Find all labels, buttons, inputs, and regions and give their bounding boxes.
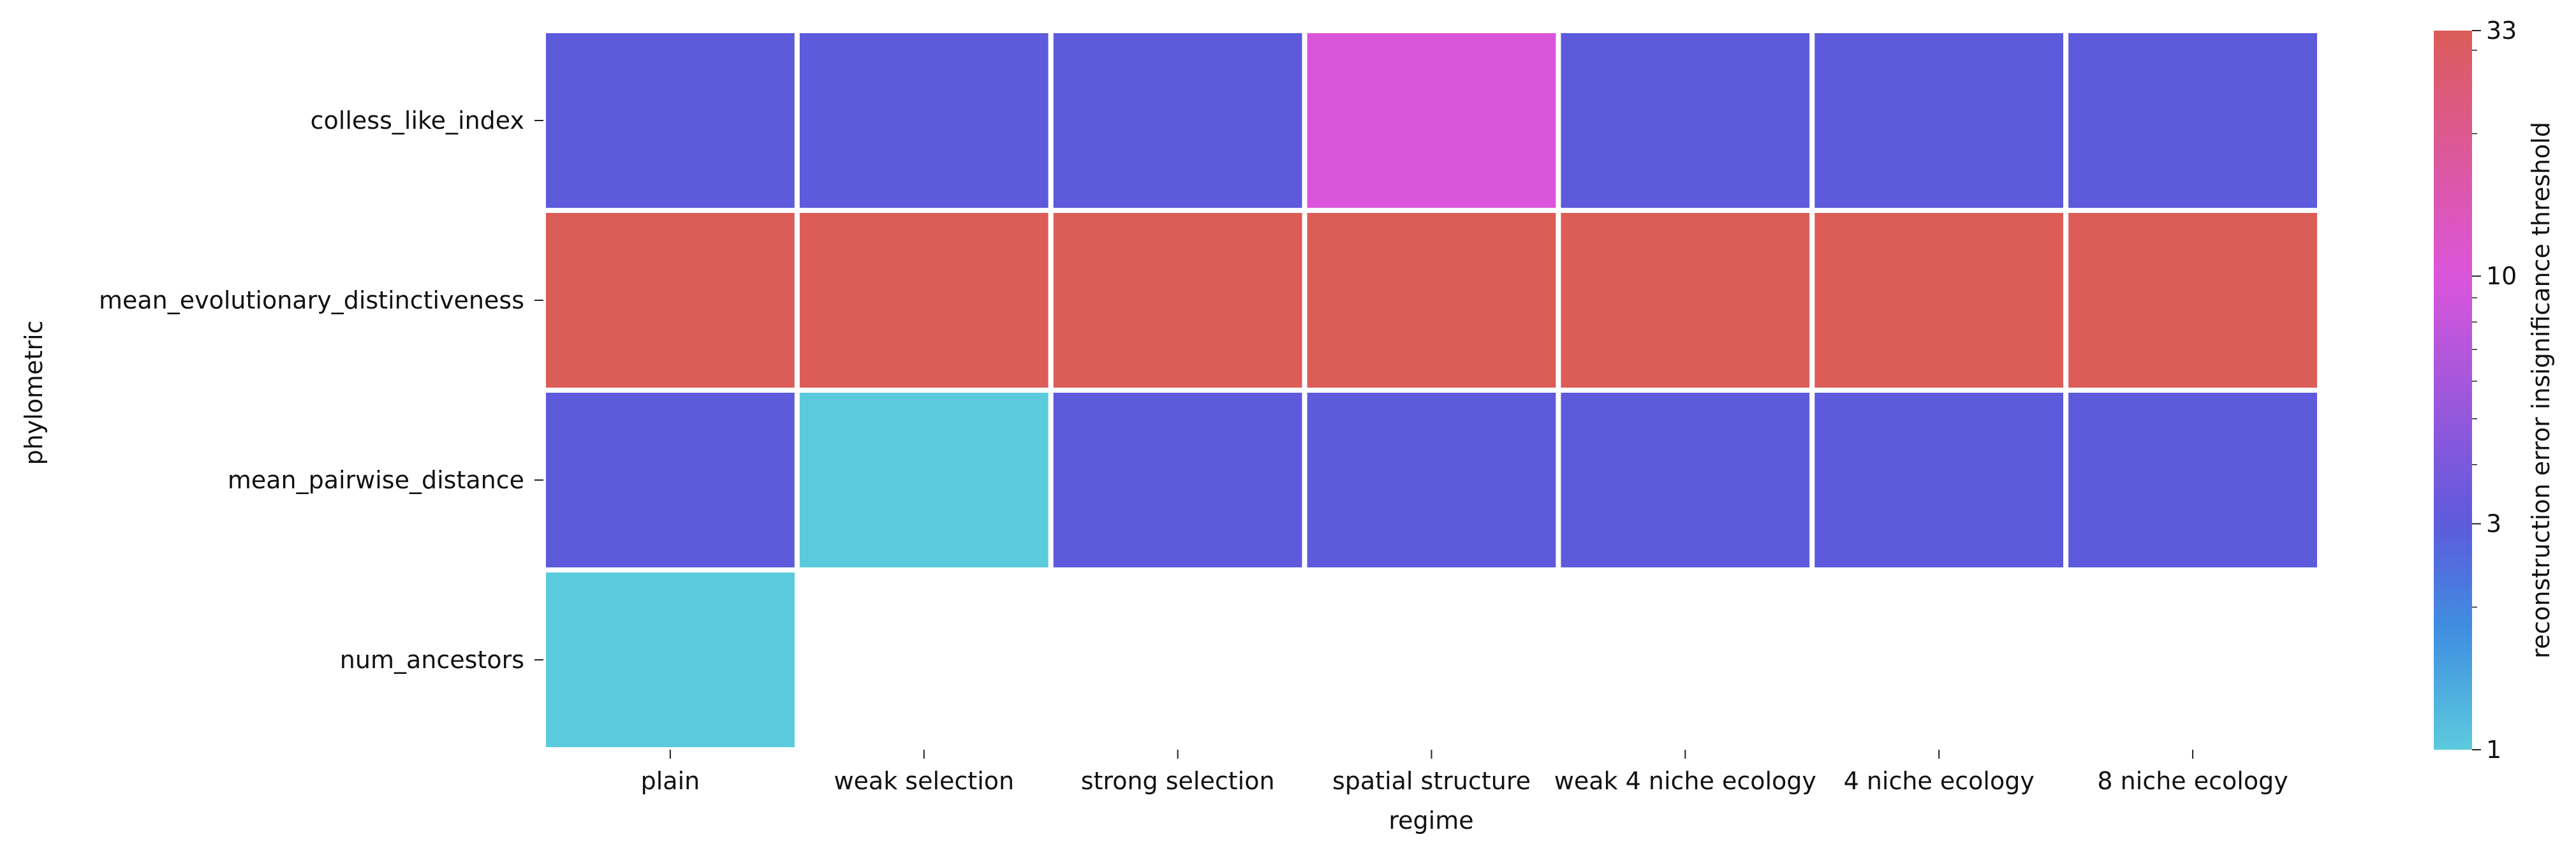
colorbar-tick-label: 1 xyxy=(2486,736,2501,764)
heatmap-cell xyxy=(1556,388,1815,572)
y-tick-label: mean_evolutionary_distinctiveness xyxy=(99,286,524,314)
heatmap-cell xyxy=(1302,208,1561,393)
heatmap-cell xyxy=(1556,28,1815,213)
x-tick-label: weak 4 niche ecology xyxy=(1554,767,1816,795)
x-tick-label: 4 niche ecology xyxy=(1844,767,2035,795)
y-tick-label: colless_like_index xyxy=(311,106,524,135)
colorbar-tick-label: 3 xyxy=(2486,510,2501,538)
x-tick-label: spatial structure xyxy=(1332,767,1531,795)
heatmap-cell xyxy=(2063,388,2322,572)
heatmap-cell xyxy=(1809,28,2069,213)
heatmap-cell xyxy=(1556,208,1815,393)
y-axis: colless_like_index mean_evolutionary_dist… xyxy=(99,106,543,674)
colorbar-tick-label: 33 xyxy=(2486,17,2517,45)
heatmap-cell xyxy=(541,208,800,393)
heatmap-cell xyxy=(1048,388,1307,572)
heatmap-cell xyxy=(541,567,800,752)
heatmap-cell xyxy=(794,388,1054,572)
x-tick-label: 8 niche ecology xyxy=(2097,767,2288,795)
heatmap-cell xyxy=(1048,28,1307,213)
heatmap-cell xyxy=(541,28,800,213)
heatmap-cell xyxy=(1048,208,1307,393)
heatmap-cell xyxy=(794,28,1054,213)
y-tick-label: num_ancestors xyxy=(340,646,524,674)
heatmap-cell xyxy=(794,208,1054,393)
x-axis-label: regime xyxy=(1388,806,1473,835)
colorbar-label: reconstruction error insignificance thre… xyxy=(2527,122,2555,659)
y-axis-label: phylometric xyxy=(20,321,48,465)
heatmap-cell xyxy=(1809,208,2069,393)
y-tick-label: mean_pairwise_distance xyxy=(228,466,524,494)
heatmap-cell xyxy=(541,388,800,572)
x-tick-label: plain xyxy=(641,767,700,795)
colorbar-tick-label: 10 xyxy=(2486,262,2517,290)
heatmap-cell xyxy=(1302,388,1561,572)
heatmap-cell xyxy=(2063,28,2322,213)
heatmap-cell xyxy=(1302,28,1561,213)
heatmap-cells xyxy=(541,28,2322,752)
colorbar xyxy=(2434,31,2472,750)
x-tick-label: strong selection xyxy=(1081,767,1275,795)
colorbar-axis: 1 3 10 33 xyxy=(2472,17,2517,764)
heatmap-cell xyxy=(2063,208,2322,393)
heatmap-cell xyxy=(1809,388,2069,572)
x-axis: plain weak selection strong selection spati… xyxy=(641,750,2288,795)
x-tick-label: weak selection xyxy=(834,767,1014,795)
